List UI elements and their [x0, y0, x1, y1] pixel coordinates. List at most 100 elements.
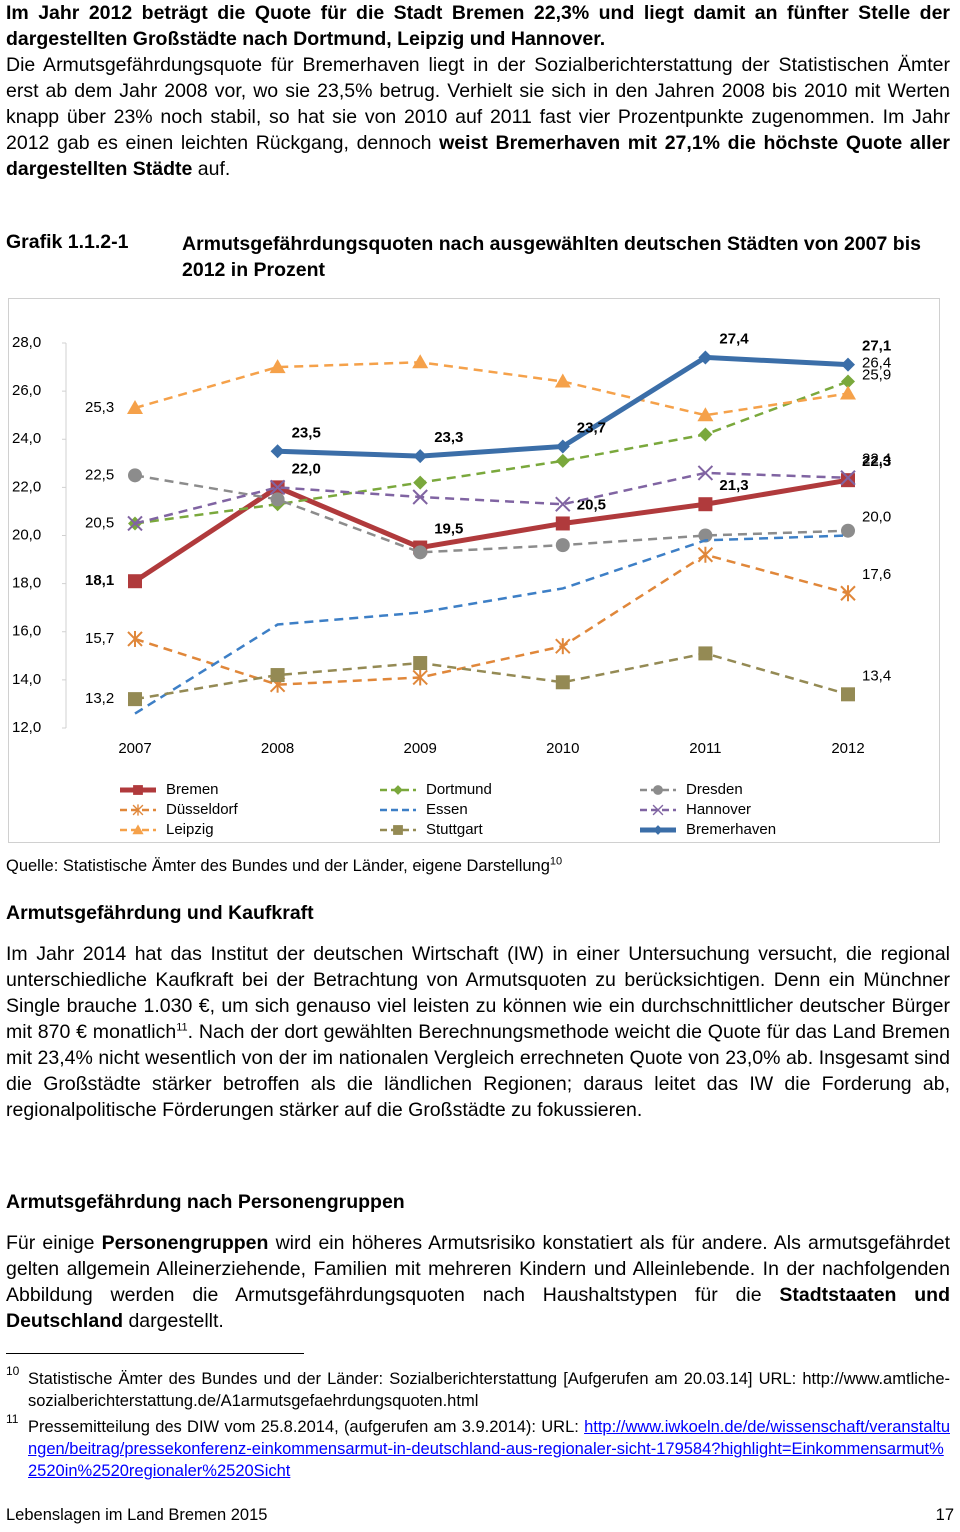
legend-label: Dortmund — [426, 781, 492, 798]
link[interactable]: http://www.iwkoeln.de/de/wissenschaft/ve… — [28, 1418, 950, 1480]
data-label: 23,7 — [577, 419, 606, 436]
marker — [698, 497, 713, 512]
series: 25,3 25,9 — [85, 354, 891, 422]
series-line — [134, 652, 849, 701]
marker — [698, 350, 713, 365]
paragraph: Im Jahr 2012 beträgt die Quote für die S… — [6, 0, 950, 52]
bold-run: Personengruppen — [101, 1232, 269, 1254]
text-run: Pressemitteilung des DIW vom 25.8.2014, … — [28, 1418, 585, 1436]
section-heading: Armutsgefährdung nach Personengruppen — [6, 1191, 405, 1213]
series: 13,2 13,4 — [85, 646, 891, 707]
legend-label: Hannover — [686, 801, 751, 818]
marker — [841, 473, 855, 488]
marker — [698, 528, 713, 543]
legend-label: Essen — [426, 801, 468, 818]
marker-stroke — [697, 465, 714, 481]
paragraph: Im Jahr 2014 hat das Institut der deutsc… — [6, 941, 950, 1123]
footnote-rule — [6, 1353, 304, 1354]
figure-label: Grafik 1.1.2-1 — [6, 231, 129, 253]
y-tick-label: 24,0 — [12, 430, 41, 447]
marker — [840, 470, 856, 486]
y-tick-label: 12,0 — [12, 719, 41, 736]
text-run: wird ein höheres Armutsrisiko konstatier… — [6, 1232, 951, 1306]
marker — [128, 468, 142, 483]
chart: 12,0 14,0 16,0 18,0 20,0 22,0 24,0 26,0 28,0 2007… — [8, 298, 940, 843]
marker — [555, 439, 570, 454]
marker — [413, 449, 428, 464]
marker — [270, 668, 285, 683]
marker-stroke — [412, 489, 428, 505]
y-tick-label: 26,0 — [12, 382, 41, 399]
footer-title: Lebenslagen im Land Bremen 2015 — [6, 1506, 268, 1524]
series: 20,0 — [134, 508, 891, 715]
legend-label: Bremerhaven — [686, 821, 776, 838]
legend-label: Dresden — [686, 781, 743, 798]
marker — [554, 373, 571, 388]
footnote-number: 11 — [6, 1412, 19, 1426]
marker — [841, 687, 855, 702]
marker — [412, 354, 429, 369]
legend-label: Düsseldorf — [166, 801, 239, 818]
text-run: Im Jahr 2014 hat das Institut der deutsc… — [6, 943, 950, 1043]
marker — [555, 675, 570, 690]
y-tick-label: 22,0 — [12, 478, 41, 495]
marker-stroke — [555, 496, 571, 512]
data-label: 22,3 — [862, 453, 891, 470]
data-label: 21,3 — [719, 477, 748, 494]
paragraph: Für einige Personengruppen wird ein höhe… — [6, 1230, 950, 1334]
marker — [555, 516, 570, 531]
bold-run: weist Bremerhaven mit 27,1% die höchste … — [6, 132, 951, 180]
x-tick-label: 2008 — [261, 740, 294, 757]
data-label: 13,4 — [862, 667, 891, 684]
series: 22,5 — [85, 466, 855, 560]
text-run: Für einige — [6, 1232, 102, 1254]
data-label: 23,3 — [434, 429, 463, 446]
data-label: 18,1 — [85, 572, 114, 589]
data-label: 25,9 — [862, 367, 891, 384]
footnote: Statistische Ämter des Bundes und der Lä… — [28, 1368, 950, 1412]
marker — [269, 479, 286, 496]
text-run: . Nach der dort gewählten Berechnungsmet… — [6, 1021, 950, 1121]
data-label: 20,5 — [85, 514, 114, 531]
legend-marker — [133, 785, 143, 795]
data-label: 26,4 — [862, 354, 891, 371]
x-tick-label: 2012 — [831, 740, 864, 757]
marker — [840, 585, 856, 602]
legend-marker — [132, 824, 144, 835]
marker-stroke — [652, 804, 664, 816]
text-run: Die Armutsgefährdungsquote für Bremerhav… — [6, 54, 950, 154]
marker-stroke — [127, 515, 143, 532]
data-label: 13,2 — [85, 690, 114, 707]
marker — [555, 638, 571, 655]
legend-label: Leipzig — [166, 821, 214, 838]
section-heading: Armutsgefährdung und Kaufkraft — [6, 902, 314, 924]
figure-caption: Armutsgefährdungsquoten nach ausgewählte… — [182, 233, 921, 281]
marker — [270, 444, 285, 459]
text-run: Statistische Ämter des Bundes und der Lä… — [28, 1370, 950, 1410]
legend-marker — [393, 785, 403, 795]
marker-stroke — [269, 479, 286, 496]
marker — [413, 656, 428, 671]
marker — [413, 475, 428, 490]
chart-border — [8, 298, 940, 843]
bold-run: Im Jahr 2012 beträgt die Quote für die S… — [6, 2, 950, 50]
legend-marker — [653, 825, 663, 835]
marker — [698, 427, 713, 442]
marker — [128, 692, 142, 707]
y-tick-label: 18,0 — [12, 575, 41, 592]
marker — [555, 538, 570, 553]
series: 22,4 — [127, 451, 891, 532]
series-line — [134, 380, 849, 525]
marker — [412, 489, 428, 505]
data-label: 27,4 — [719, 330, 749, 347]
marker — [270, 492, 285, 507]
y-tick-label: 16,0 — [12, 623, 41, 640]
marker — [841, 374, 855, 389]
marker — [413, 545, 428, 560]
marker — [127, 515, 143, 532]
legend-label: Stuttgart — [426, 821, 484, 838]
paragraph: Die Armutsgefährdungsquote für Bremerhav… — [6, 52, 950, 182]
marker — [841, 357, 855, 372]
marker — [697, 407, 714, 422]
